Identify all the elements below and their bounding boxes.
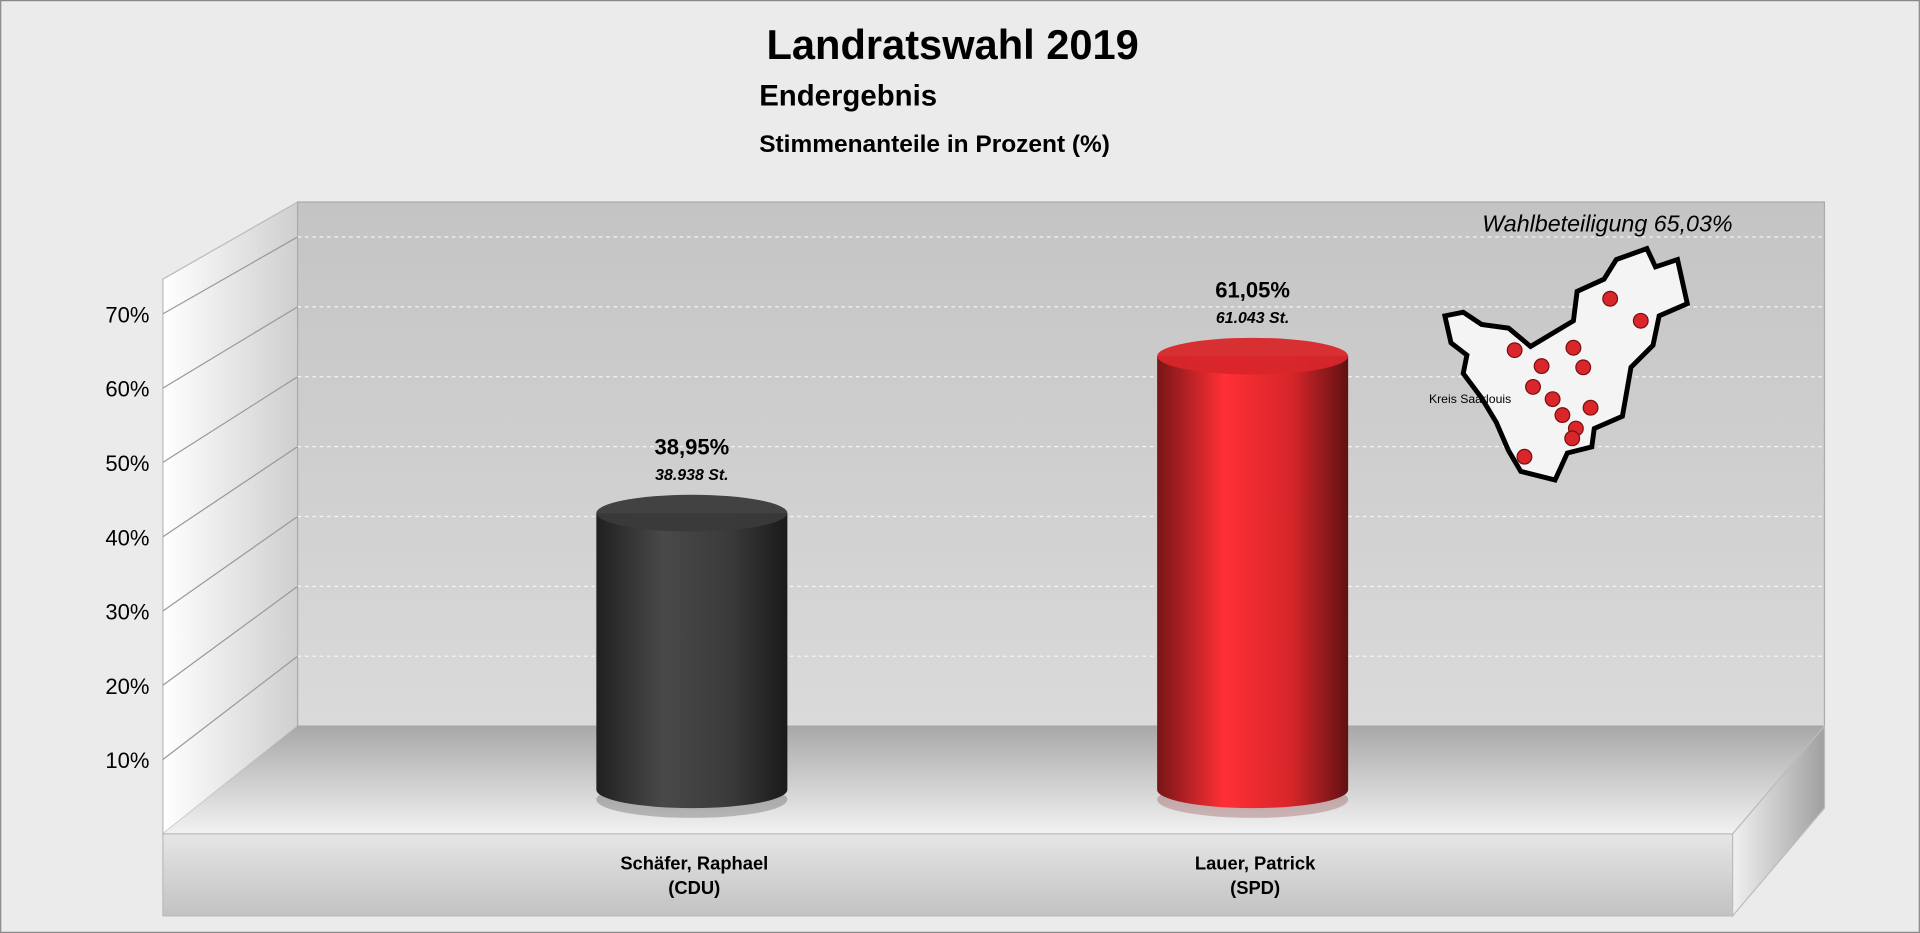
- x-tick-label: Schäfer, Raphael: [620, 852, 768, 873]
- bar: [596, 513, 788, 809]
- chart-title: Landratswahl 2019: [766, 21, 1138, 68]
- floor: [162, 726, 1825, 834]
- y-tick-label: 70%: [105, 302, 149, 327]
- chart-subtitle: Endergebnis: [759, 79, 937, 112]
- map: Kreis Saarlouis: [1429, 245, 1691, 483]
- y-tick-label: 30%: [105, 600, 149, 625]
- grid-line: [162, 306, 298, 389]
- back-wall: [296, 201, 1826, 727]
- y-tick-label: 20%: [105, 674, 149, 699]
- bar-top: [1157, 337, 1349, 375]
- floor-front: [162, 833, 1734, 917]
- map-label: Kreis Saarlouis: [1429, 392, 1511, 406]
- y-tick-label: 60%: [105, 377, 149, 402]
- floor-side: [1731, 724, 1826, 918]
- grid-line: [162, 236, 298, 315]
- value-label: 38,95%: [655, 434, 730, 459]
- grid-line: [162, 376, 298, 463]
- value-label: 61,05%: [1215, 277, 1290, 302]
- y-tick-label: 50%: [105, 451, 149, 476]
- grid-line: [162, 655, 298, 761]
- vote-label: 61.043 St.: [1216, 310, 1289, 327]
- x-tick-sublabel: (CDU): [668, 877, 720, 898]
- grid-line: [162, 515, 298, 612]
- bar: [1157, 356, 1349, 809]
- y-tick-label: 40%: [105, 525, 149, 550]
- bar-top: [596, 494, 788, 532]
- grid-line: [162, 585, 298, 686]
- y-tick-label: 10%: [105, 748, 149, 773]
- x-tick-sublabel: (SPD): [1230, 877, 1280, 898]
- map-outline: [1441, 245, 1691, 483]
- left-wall: [162, 200, 299, 836]
- value-caption: Stimmenanteile in Prozent (%): [759, 131, 1110, 158]
- x-tick-label: Lauer, Patrick: [1195, 852, 1316, 873]
- annotation: Wahlbeteiligung 65,03%: [1482, 210, 1732, 236]
- vote-label: 38.938 St.: [655, 467, 728, 484]
- grid-line: [162, 446, 298, 538]
